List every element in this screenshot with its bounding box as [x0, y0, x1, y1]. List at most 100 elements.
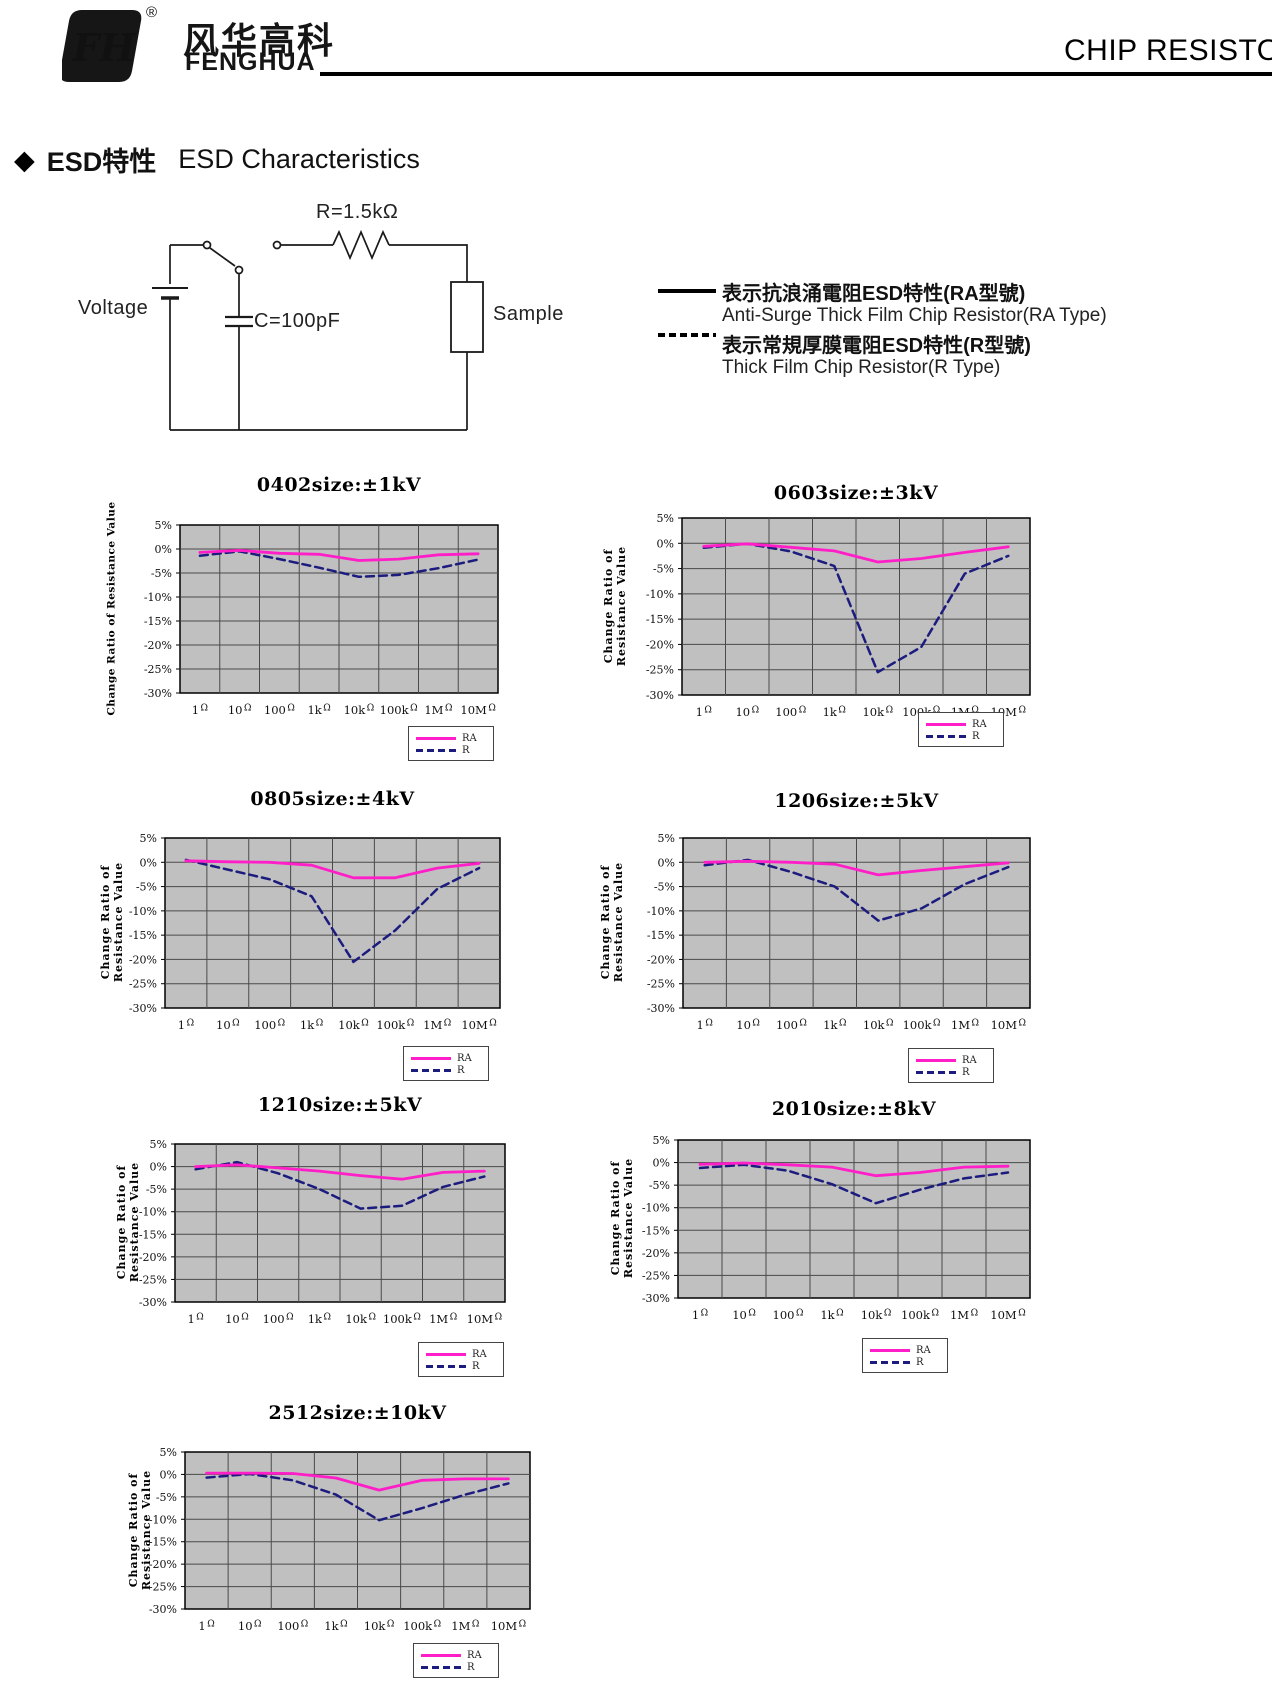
x-tick-label: 100k Ω	[376, 1018, 414, 1032]
y-tick-label: -10%	[139, 1206, 167, 1219]
x-tick-label: 10 Ω	[736, 1018, 760, 1032]
legend-item-ra: RA	[411, 1052, 481, 1064]
solid-line-sample	[426, 1352, 466, 1356]
y-tick-label: -5%	[649, 1179, 670, 1192]
x-tick-label: 10 Ω	[216, 1018, 240, 1032]
x-tick-label: 100k Ω	[383, 1312, 421, 1326]
x-tick-label: 1k Ω	[324, 1619, 347, 1633]
r-series-line	[194, 1160, 486, 1210]
y-tick-label: 0%	[160, 1468, 177, 1481]
y-tick-label: -20%	[149, 1558, 177, 1571]
legend-item-r: R	[926, 730, 996, 742]
x-tick-label: 100k Ω	[403, 1619, 441, 1633]
y-tick-label: -20%	[647, 953, 675, 966]
x-tick-label: 1k Ω	[823, 705, 846, 719]
x-tick-label: 1k Ω	[308, 1312, 331, 1326]
x-tick-label: 100 Ω	[263, 1312, 294, 1326]
note-solid-cn: 表示抗浪涌電阻ESD特性(RA型號)	[722, 283, 1026, 305]
legend-label: RA	[972, 718, 987, 730]
plot-area: 5% 0% -5% -10% -15% -20% -25% -30% 1 Ω 10 Ω 100 Ω 1k Ω 1…	[149, 1446, 531, 1633]
y-tick-label: -30%	[646, 689, 674, 702]
y-tick-label: -15%	[149, 1536, 177, 1549]
y-tick-label: 0%	[657, 537, 674, 550]
dashed-line-sample	[421, 1665, 461, 1669]
ra-series-line	[198, 548, 480, 562]
legend-item-r: R	[411, 1064, 481, 1076]
ra-series-line	[205, 1471, 510, 1492]
x-tick-label: 1k Ω	[300, 1018, 323, 1032]
ra-series-line	[702, 542, 1010, 564]
y-tick-label: -10%	[642, 1202, 670, 1215]
y-tick-label: -25%	[129, 978, 157, 991]
legend-label: RA	[916, 1344, 931, 1356]
x-tick-label: 10k Ω	[364, 1619, 395, 1633]
section-title-cn: ESD特性	[46, 147, 157, 177]
registered-trademark-icon: ®	[146, 4, 158, 21]
r-series-line	[698, 1163, 1010, 1205]
note-dashed-cn: 表示常規厚膜電阻ESD特性(R型號)	[722, 335, 1031, 357]
legend-label: RA	[457, 1052, 472, 1064]
solid-line-sample	[421, 1653, 461, 1657]
solid-line-sample	[658, 289, 716, 293]
note-dashed-en: Thick Film Chip Resistor(R Type)	[722, 357, 1001, 378]
esd-test-circuit-diagram	[152, 229, 484, 431]
y-tick-label: -25%	[149, 1581, 177, 1594]
x-tick-label: 100 Ω	[254, 1018, 285, 1032]
legend-item-ra: RA	[916, 1054, 986, 1066]
legend-label: R	[962, 1066, 970, 1078]
y-tick-label: -20%	[642, 1247, 670, 1260]
x-tick-label: 10k Ω	[344, 703, 375, 717]
y-tick-label: 0%	[653, 1157, 670, 1170]
legend-item-r: R	[870, 1356, 940, 1368]
legend-label: RA	[472, 1348, 487, 1360]
y-tick-label: -30%	[129, 1002, 157, 1015]
legend-label: R	[467, 1661, 475, 1673]
page-title: CHIP RESISTO	[1064, 34, 1272, 67]
y-axis-label: Change Ratio of Resistance Value	[105, 501, 118, 716]
y-tick-label: -15%	[647, 929, 675, 942]
ra-series-line	[194, 1163, 486, 1181]
legend-label: R	[972, 730, 980, 742]
x-tick-label: 100 Ω	[776, 1018, 807, 1032]
x-tick-label: 10 Ω	[732, 1308, 756, 1322]
legend-label: RA	[462, 732, 477, 744]
resistor-value-label: R=1.5kΩ	[316, 201, 399, 223]
y-axis-label: Change Ratio of Resistance Value	[599, 861, 625, 983]
solid-line-sample	[416, 736, 456, 740]
plot-area: 5% 0% -5% -10% -15% -20% -25% -30% 1 Ω 10 Ω 100 Ω 1k Ω 1…	[139, 1138, 506, 1326]
chart-title: 2512size:±10kV	[268, 1402, 447, 1424]
ra-series-line	[698, 1161, 1010, 1178]
x-tick-label: 100k Ω	[901, 1308, 939, 1322]
y-tick-label: -25%	[139, 1273, 167, 1286]
chart-legend: RA R	[413, 1643, 499, 1678]
x-tick-label: 100k Ω	[903, 1018, 941, 1032]
legend-label: RA	[962, 1054, 977, 1066]
plot-area: 5% 0% -5% -10% -15% -20% -25% -30% 1 Ω 10 Ω 100 Ω 1k Ω 1…	[144, 519, 499, 717]
y-tick-label: -10%	[144, 591, 172, 604]
x-tick-label: 100k Ω	[380, 703, 418, 717]
x-tick-label: 10 Ω	[238, 1619, 262, 1633]
legend-item-r: R	[916, 1066, 986, 1078]
y-tick-label: -10%	[149, 1513, 177, 1526]
x-tick-label: 1k Ω	[307, 703, 330, 717]
solid-line-sample	[870, 1348, 910, 1352]
y-tick-label: -25%	[642, 1269, 670, 1282]
voltage-label: Voltage	[78, 297, 149, 319]
dashed-line-sample	[416, 748, 456, 752]
section-heading: ◆ ESD特性 ESD Characteristics	[14, 140, 420, 179]
y-tick-label: -15%	[139, 1228, 167, 1241]
chart-title: 2010size:±8kV	[771, 1098, 937, 1120]
dashed-line-sample	[426, 1364, 466, 1368]
legend-item-ra: RA	[426, 1348, 496, 1360]
legend-item-r: R	[426, 1360, 496, 1372]
chart-legend: RA R	[403, 1046, 489, 1081]
legend-item-r: R	[416, 744, 486, 756]
